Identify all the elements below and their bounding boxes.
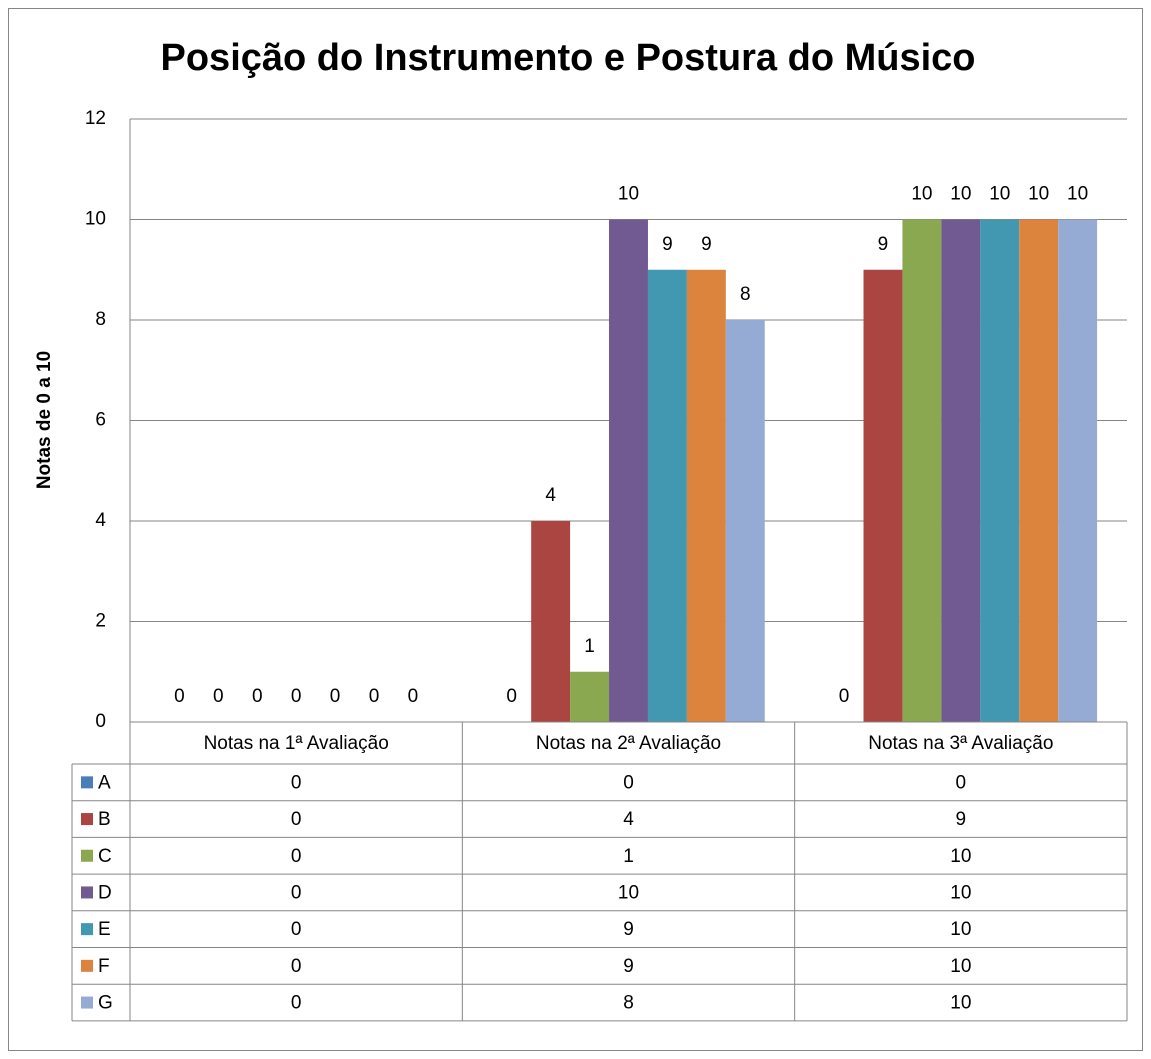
table-cell: 10 bbox=[950, 919, 971, 940]
data-label: 8 bbox=[740, 284, 751, 305]
y-axis-title: Notas de 0 a 10 bbox=[34, 351, 55, 489]
table-cell: 0 bbox=[291, 882, 302, 903]
legend-key bbox=[81, 923, 93, 936]
bar bbox=[863, 269, 903, 722]
legend-label: B bbox=[98, 809, 111, 830]
legend-key bbox=[81, 813, 93, 826]
x-tick-label: Notas na 2ª Avaliação bbox=[536, 733, 721, 754]
table-cell: 0 bbox=[291, 993, 302, 1014]
y-tick-label: 12 bbox=[85, 108, 106, 129]
table-cell: 0 bbox=[956, 772, 967, 793]
y-tick-label: 6 bbox=[95, 410, 106, 431]
data-label: 0 bbox=[506, 686, 517, 707]
data-label: 10 bbox=[950, 184, 971, 205]
data-label: 10 bbox=[1028, 184, 1049, 205]
bar bbox=[1019, 219, 1059, 722]
y-tick-label: 4 bbox=[95, 510, 106, 531]
data-label: 0 bbox=[839, 686, 850, 707]
data-label: 9 bbox=[662, 234, 673, 255]
bar bbox=[570, 671, 610, 722]
table-cell: 0 bbox=[291, 809, 302, 830]
bar bbox=[941, 219, 981, 722]
bar bbox=[686, 269, 726, 722]
table-cell: 10 bbox=[950, 882, 971, 903]
table-cell: 0 bbox=[291, 919, 302, 940]
table-cell: 0 bbox=[623, 772, 634, 793]
data-label: 0 bbox=[330, 686, 341, 707]
bar bbox=[647, 269, 687, 722]
legend-label: G bbox=[98, 993, 113, 1014]
table-cell: 10 bbox=[618, 882, 639, 903]
table-cell: 9 bbox=[623, 919, 634, 940]
data-label: 9 bbox=[701, 234, 712, 255]
table-cell: 9 bbox=[956, 809, 967, 830]
data-label: 10 bbox=[1067, 184, 1088, 205]
x-tick-label: Notas na 3ª Avaliação bbox=[868, 733, 1053, 754]
legend-key bbox=[81, 776, 93, 789]
data-label: 10 bbox=[911, 184, 932, 205]
data-label: 4 bbox=[545, 485, 556, 506]
bar bbox=[1058, 219, 1098, 722]
table-cell: 0 bbox=[291, 772, 302, 793]
data-label: 10 bbox=[618, 184, 639, 205]
data-label: 0 bbox=[174, 686, 185, 707]
data-label: 1 bbox=[584, 636, 595, 657]
legend-label: D bbox=[98, 882, 112, 903]
data-label: 0 bbox=[213, 686, 224, 707]
y-tick-label: 8 bbox=[95, 309, 106, 330]
bar bbox=[609, 219, 648, 722]
chart-title: Posição do Instrumento e Postura do Músi… bbox=[161, 37, 976, 79]
table-cell: 10 bbox=[950, 993, 971, 1014]
data-label: 9 bbox=[878, 234, 889, 255]
table-cell: 9 bbox=[623, 956, 634, 977]
data-label: 10 bbox=[989, 184, 1010, 205]
legend-label: E bbox=[98, 919, 111, 940]
bar bbox=[980, 219, 1020, 722]
legend-key bbox=[81, 886, 93, 899]
table-cell: 0 bbox=[291, 956, 302, 977]
bar bbox=[725, 320, 765, 722]
legend-label: F bbox=[98, 956, 110, 977]
table-cell: 0 bbox=[291, 846, 302, 867]
y-tick-label: 2 bbox=[95, 611, 106, 632]
table-cell: 10 bbox=[950, 846, 971, 867]
bar bbox=[902, 219, 942, 722]
data-label: 0 bbox=[252, 686, 263, 707]
table-cell: 1 bbox=[623, 846, 634, 867]
x-tick-label: Notas na 1ª Avaliação bbox=[204, 733, 389, 754]
y-tick-label: 0 bbox=[95, 711, 106, 732]
legend-label: A bbox=[98, 772, 111, 793]
table-cell: 4 bbox=[623, 809, 634, 830]
bar bbox=[531, 521, 571, 722]
legend-key bbox=[81, 849, 93, 862]
table-cell: 10 bbox=[950, 956, 971, 977]
data-label: 0 bbox=[291, 686, 302, 707]
legend-label: C bbox=[98, 846, 112, 867]
table-cell: 8 bbox=[623, 993, 634, 1014]
legend-key bbox=[81, 996, 93, 1009]
data-label: 0 bbox=[369, 686, 380, 707]
legend-key bbox=[81, 959, 93, 972]
data-label: 0 bbox=[408, 686, 419, 707]
y-tick-label: 10 bbox=[85, 209, 106, 230]
